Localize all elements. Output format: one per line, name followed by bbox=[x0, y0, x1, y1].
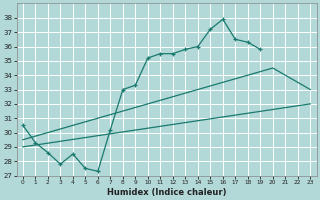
X-axis label: Humidex (Indice chaleur): Humidex (Indice chaleur) bbox=[107, 188, 226, 197]
